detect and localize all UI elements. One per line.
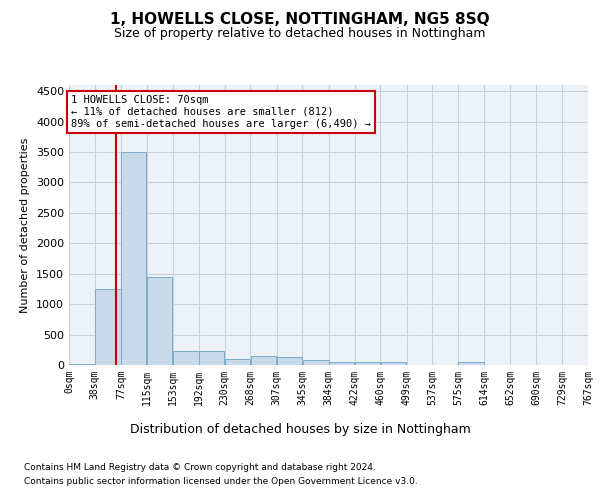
Bar bbox=[173, 351, 199, 365]
Text: 1 HOWELLS CLOSE: 70sqm
← 11% of detached houses are smaller (812)
89% of semi-de: 1 HOWELLS CLOSE: 70sqm ← 11% of detached… bbox=[71, 96, 371, 128]
Bar bbox=[303, 360, 329, 365]
Bar bbox=[329, 362, 354, 365]
Bar bbox=[147, 276, 172, 365]
Text: Contains public sector information licensed under the Open Government Licence v3: Contains public sector information licen… bbox=[24, 478, 418, 486]
Text: Size of property relative to detached houses in Nottingham: Size of property relative to detached ho… bbox=[114, 28, 486, 40]
Bar bbox=[121, 152, 146, 365]
Bar bbox=[95, 289, 121, 365]
Text: Distribution of detached houses by size in Nottingham: Distribution of detached houses by size … bbox=[130, 422, 470, 436]
Bar bbox=[251, 356, 277, 365]
Bar bbox=[355, 362, 380, 365]
Y-axis label: Number of detached properties: Number of detached properties bbox=[20, 138, 31, 312]
Bar bbox=[225, 359, 250, 365]
Bar bbox=[199, 351, 224, 365]
Bar bbox=[380, 362, 406, 365]
Bar bbox=[458, 362, 484, 365]
Text: 1, HOWELLS CLOSE, NOTTINGHAM, NG5 8SQ: 1, HOWELLS CLOSE, NOTTINGHAM, NG5 8SQ bbox=[110, 12, 490, 28]
Bar bbox=[277, 357, 302, 365]
Text: Contains HM Land Registry data © Crown copyright and database right 2024.: Contains HM Land Registry data © Crown c… bbox=[24, 462, 376, 471]
Bar bbox=[70, 364, 94, 365]
